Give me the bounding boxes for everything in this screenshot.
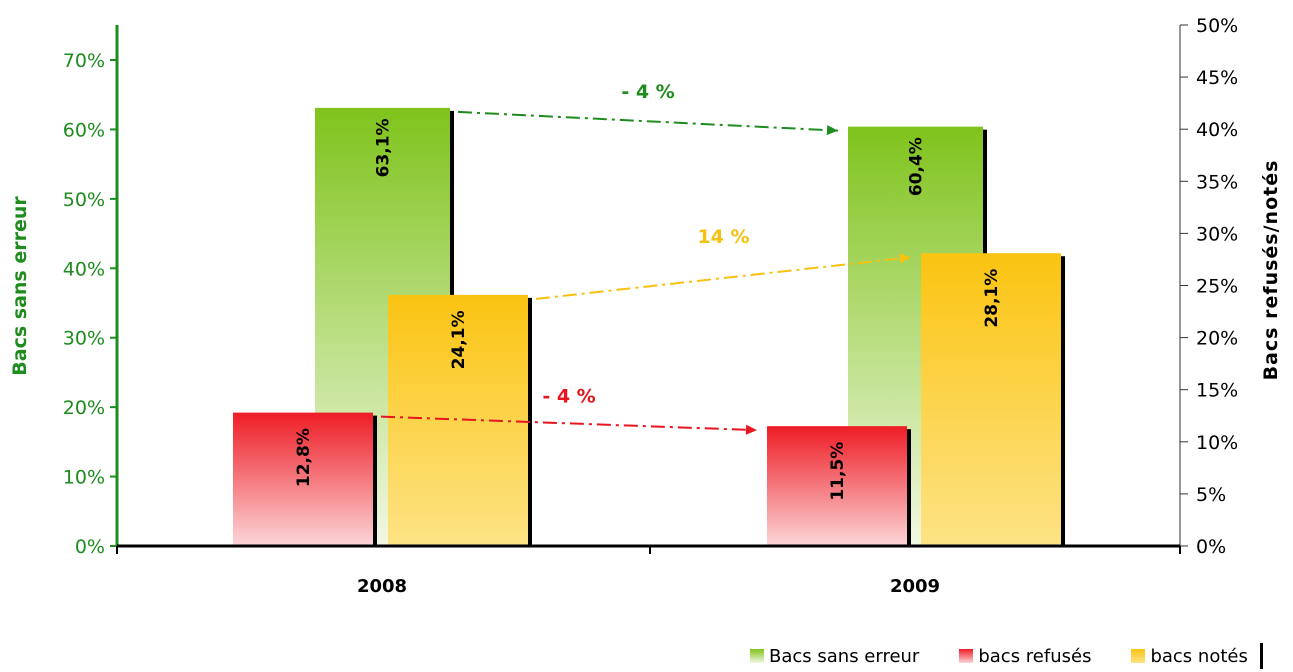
y-left-axis-title: Bacs sans erreur	[9, 196, 31, 376]
bar-shadow	[373, 415, 377, 546]
data-label: 11,5%	[828, 442, 848, 501]
bar-red-2009	[767, 426, 907, 546]
y-right-tick-label: 50%	[1196, 15, 1238, 37]
legend-label: bacs refusés	[978, 645, 1092, 667]
trend-annotation: - 4 %	[542, 386, 595, 408]
x-tick-label: 2009	[890, 576, 940, 597]
data-label: 12,8%	[294, 428, 314, 487]
trend-annotation: 14 %	[697, 226, 749, 248]
y-right-tick-label: 5%	[1196, 484, 1226, 506]
legend-swatch	[1131, 649, 1146, 663]
arrow-head	[899, 253, 911, 264]
y-left-tick-label: 0%	[75, 536, 105, 558]
y-right-tick-label: 10%	[1196, 432, 1238, 454]
y-left-tick-label: 20%	[63, 397, 105, 419]
annotations-layer: - 4 % 14 % - 4 %	[380, 81, 912, 435]
trend-annotation: - 4 %	[621, 81, 674, 103]
x-tick-label: 2008	[357, 576, 407, 597]
bar-shadow	[1061, 256, 1065, 546]
y-left-tick-label: 50%	[63, 189, 105, 211]
legend-label: Bacs sans erreur	[769, 645, 920, 667]
bars-layer: 63,1% 60,4% 12,8% 11,5% 24,1% 28,1%	[233, 107, 1065, 547]
legend-border	[1259, 643, 1263, 669]
y-right-axis-title: Bacs refusés/notés	[1260, 160, 1282, 381]
arrow-head	[826, 125, 838, 136]
legend-item: bacs refusés	[959, 646, 1091, 667]
y-left-tick-label: 60%	[63, 119, 105, 141]
arrow-head	[745, 424, 757, 435]
y-right-tick-label: 0%	[1196, 536, 1226, 558]
bar-shadow	[528, 297, 532, 546]
data-label: 60,4%	[907, 137, 927, 196]
trend-arrow	[457, 110, 839, 132]
y-right-tick-label: 45%	[1196, 67, 1238, 89]
y-left-tick-label: 30%	[63, 328, 105, 350]
y-right-tick-label: 35%	[1196, 171, 1238, 193]
bar-yellow-2009	[921, 253, 1061, 546]
legend-label: bacs notés	[1150, 645, 1248, 667]
legend-item: bacs notés	[1131, 645, 1248, 667]
y-left-tick-label: 10%	[63, 467, 105, 489]
bar-shadow	[907, 429, 911, 546]
legend-swatch	[959, 649, 974, 663]
axes-layer: 0% 10% 20% 30% 40% 50% 60% 70% 0% 5% 10% 15% 20% 25% 3…	[9, 15, 1282, 597]
y-right-tick-label: 40%	[1196, 119, 1238, 141]
bar-red-2008	[233, 412, 373, 546]
y-left-tick-label: 70%	[63, 50, 105, 72]
data-label: 24,1%	[449, 310, 469, 369]
legend-item: Bacs sans erreur	[750, 646, 919, 667]
y-right-tick-label: 30%	[1196, 223, 1238, 245]
trend-arrow	[535, 256, 912, 300]
trend-arrow	[380, 415, 758, 432]
data-label: 28,1%	[982, 269, 1002, 328]
y-right-tick-label: 15%	[1196, 380, 1238, 402]
data-label: 63,1%	[374, 118, 394, 177]
bar-yellow-2008	[388, 294, 528, 546]
y-right-tick-label: 20%	[1196, 328, 1238, 350]
legend: Bacs sans erreur bacs refusés bacs notés	[750, 643, 1263, 669]
legend-swatch	[750, 649, 764, 663]
y-left-tick-label: 40%	[63, 258, 105, 280]
y-right-tick-label: 25%	[1196, 276, 1238, 298]
